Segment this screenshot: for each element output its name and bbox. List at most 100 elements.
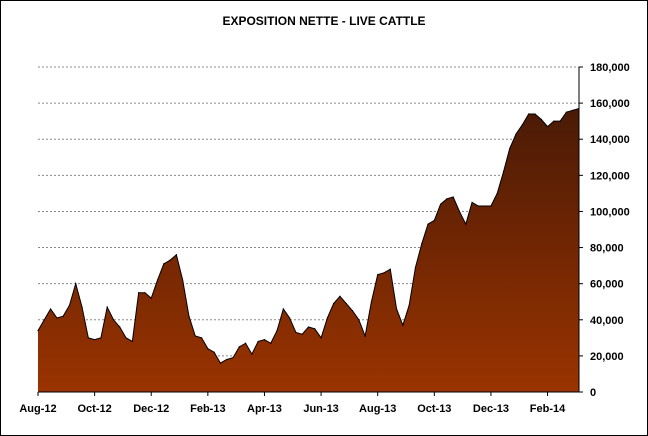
data-point bbox=[402, 324, 404, 326]
data-point bbox=[427, 223, 429, 225]
data-point bbox=[56, 317, 58, 319]
data-point bbox=[307, 326, 310, 328]
data-point bbox=[295, 331, 297, 334]
data-point bbox=[87, 337, 89, 339]
y-tick-label: 140,000 bbox=[590, 134, 630, 146]
data-point bbox=[175, 254, 177, 256]
data-point bbox=[188, 315, 190, 317]
x-tick-label: Oct-12 bbox=[77, 403, 111, 415]
x-tick-label: Jun-13 bbox=[303, 403, 338, 415]
data-point bbox=[200, 337, 203, 339]
data-point bbox=[270, 342, 272, 344]
data-point bbox=[263, 339, 266, 341]
x-tick-label: Feb-14 bbox=[530, 403, 566, 415]
data-point bbox=[452, 196, 454, 198]
data-point bbox=[232, 357, 234, 359]
y-tick-label: 40,000 bbox=[590, 315, 624, 327]
data-point bbox=[534, 113, 536, 115]
data-point bbox=[471, 201, 473, 204]
data-point bbox=[496, 192, 498, 194]
data-point bbox=[370, 301, 373, 303]
x-tick-label: Apr-13 bbox=[247, 403, 282, 415]
x-tick-label: Dec-12 bbox=[133, 403, 169, 415]
data-point bbox=[276, 330, 278, 332]
data-point bbox=[446, 198, 448, 200]
data-point bbox=[465, 223, 467, 225]
data-point bbox=[565, 111, 568, 113]
data-point bbox=[540, 118, 542, 120]
data-point bbox=[207, 348, 209, 350]
data-point bbox=[163, 263, 165, 265]
data-point bbox=[528, 113, 530, 115]
data-point bbox=[257, 340, 259, 343]
data-point bbox=[509, 147, 511, 149]
data-point bbox=[43, 319, 45, 321]
data-point bbox=[333, 302, 335, 305]
data-point bbox=[131, 340, 133, 343]
data-point bbox=[395, 308, 398, 310]
data-point bbox=[156, 279, 159, 281]
data-point bbox=[502, 171, 505, 173]
y-tick-label: 180,000 bbox=[590, 62, 630, 74]
data-point bbox=[150, 297, 152, 299]
data-point bbox=[440, 203, 442, 205]
data-point bbox=[68, 304, 71, 306]
data-point bbox=[144, 292, 146, 294]
data-point bbox=[182, 279, 184, 281]
data-point bbox=[251, 353, 253, 355]
data-point bbox=[37, 330, 39, 332]
data-point bbox=[546, 125, 549, 128]
x-tick-label: Oct-13 bbox=[417, 403, 451, 415]
data-point bbox=[226, 358, 228, 361]
data-point bbox=[112, 319, 115, 321]
y-tick-label: 100,000 bbox=[590, 206, 630, 218]
data-point bbox=[100, 337, 102, 339]
data-point bbox=[194, 335, 196, 337]
data-point bbox=[219, 362, 222, 364]
data-point bbox=[414, 266, 417, 269]
data-point bbox=[364, 335, 366, 337]
data-point bbox=[119, 326, 121, 328]
y-tick-label: 80,000 bbox=[590, 243, 624, 255]
data-point bbox=[515, 133, 517, 135]
y-tick-label: 0 bbox=[590, 387, 596, 399]
y-tick-label: 20,000 bbox=[590, 351, 624, 363]
data-point bbox=[81, 306, 83, 308]
data-point bbox=[408, 304, 410, 306]
chart-title: EXPOSITION NETTE - LIVE CATTLE bbox=[222, 14, 426, 28]
data-point bbox=[320, 337, 322, 339]
data-point bbox=[125, 337, 127, 339]
data-point bbox=[351, 310, 354, 312]
data-point bbox=[377, 274, 379, 276]
data-point bbox=[138, 292, 140, 294]
x-tick-label: Aug-13 bbox=[359, 403, 396, 415]
data-point bbox=[490, 205, 492, 207]
data-point bbox=[484, 205, 486, 207]
data-point bbox=[389, 268, 391, 270]
data-point bbox=[339, 295, 341, 297]
data-point bbox=[559, 120, 561, 122]
data-point bbox=[383, 272, 385, 274]
data-point bbox=[213, 351, 215, 353]
data-point bbox=[238, 346, 240, 348]
y-tick-label: 160,000 bbox=[590, 98, 630, 110]
data-point bbox=[421, 243, 423, 245]
data-point bbox=[433, 219, 435, 222]
data-point bbox=[358, 319, 360, 321]
data-point bbox=[75, 283, 77, 285]
area-series-fill bbox=[38, 108, 579, 392]
data-point bbox=[49, 308, 52, 310]
data-point bbox=[458, 210, 461, 213]
data-point bbox=[521, 124, 523, 126]
data-point bbox=[345, 302, 347, 305]
data-point bbox=[282, 308, 284, 310]
data-point bbox=[94, 339, 96, 341]
y-tick-label: 60,000 bbox=[590, 279, 624, 291]
data-point bbox=[169, 259, 171, 261]
data-point bbox=[553, 120, 555, 122]
data-point bbox=[326, 317, 328, 319]
data-point bbox=[244, 342, 247, 344]
y-tick-label: 120,000 bbox=[590, 170, 630, 182]
